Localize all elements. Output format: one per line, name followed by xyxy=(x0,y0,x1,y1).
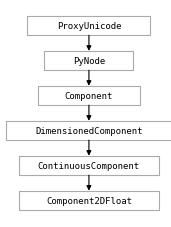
FancyBboxPatch shape xyxy=(6,121,171,141)
Text: DimensionedComponent: DimensionedComponent xyxy=(35,126,143,135)
Text: ContinuousComponent: ContinuousComponent xyxy=(38,161,140,170)
Text: Component: Component xyxy=(65,92,113,101)
FancyBboxPatch shape xyxy=(27,17,150,36)
Text: PyNode: PyNode xyxy=(73,57,105,66)
FancyBboxPatch shape xyxy=(19,191,159,210)
FancyBboxPatch shape xyxy=(44,52,133,71)
Text: ProxyUnicode: ProxyUnicode xyxy=(57,22,121,31)
Text: Component2DFloat: Component2DFloat xyxy=(46,196,132,205)
FancyBboxPatch shape xyxy=(38,86,140,106)
FancyBboxPatch shape xyxy=(19,156,159,175)
